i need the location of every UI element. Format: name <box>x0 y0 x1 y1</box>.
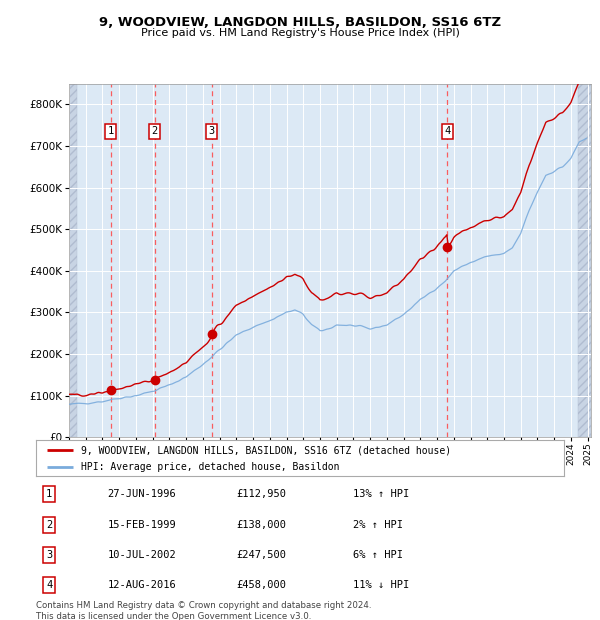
Text: 3: 3 <box>46 550 52 560</box>
Text: 2% ↑ HPI: 2% ↑ HPI <box>353 520 403 529</box>
Text: 11% ↓ HPI: 11% ↓ HPI <box>353 580 409 590</box>
Text: 1: 1 <box>46 489 52 499</box>
Text: 10-JUL-2002: 10-JUL-2002 <box>107 550 176 560</box>
Text: 15-FEB-1999: 15-FEB-1999 <box>107 520 176 529</box>
Text: £458,000: £458,000 <box>236 580 287 590</box>
Text: 9, WOODVIEW, LANGDON HILLS, BASILDON, SS16 6TZ: 9, WOODVIEW, LANGDON HILLS, BASILDON, SS… <box>99 16 501 29</box>
Text: £138,000: £138,000 <box>236 520 287 529</box>
Text: 6% ↑ HPI: 6% ↑ HPI <box>353 550 403 560</box>
Text: 9, WOODVIEW, LANGDON HILLS, BASILDON, SS16 6TZ (detached house): 9, WOODVIEW, LANGDON HILLS, BASILDON, SS… <box>81 445 451 455</box>
Text: 13% ↑ HPI: 13% ↑ HPI <box>353 489 409 499</box>
Text: 2: 2 <box>152 126 158 136</box>
Text: Contains HM Land Registry data © Crown copyright and database right 2024.
This d: Contains HM Land Registry data © Crown c… <box>36 601 371 620</box>
Text: HPI: Average price, detached house, Basildon: HPI: Average price, detached house, Basi… <box>81 462 340 472</box>
Text: 27-JUN-1996: 27-JUN-1996 <box>107 489 176 499</box>
Text: 1: 1 <box>107 126 114 136</box>
Text: Price paid vs. HM Land Registry's House Price Index (HPI): Price paid vs. HM Land Registry's House … <box>140 28 460 38</box>
Text: 3: 3 <box>209 126 215 136</box>
Text: 4: 4 <box>445 126 451 136</box>
Text: 12-AUG-2016: 12-AUG-2016 <box>107 580 176 590</box>
Text: 2: 2 <box>46 520 52 529</box>
Text: £247,500: £247,500 <box>236 550 287 560</box>
Text: £112,950: £112,950 <box>236 489 287 499</box>
Bar <box>578 84 591 437</box>
Bar <box>69 84 77 437</box>
Text: 4: 4 <box>46 580 52 590</box>
